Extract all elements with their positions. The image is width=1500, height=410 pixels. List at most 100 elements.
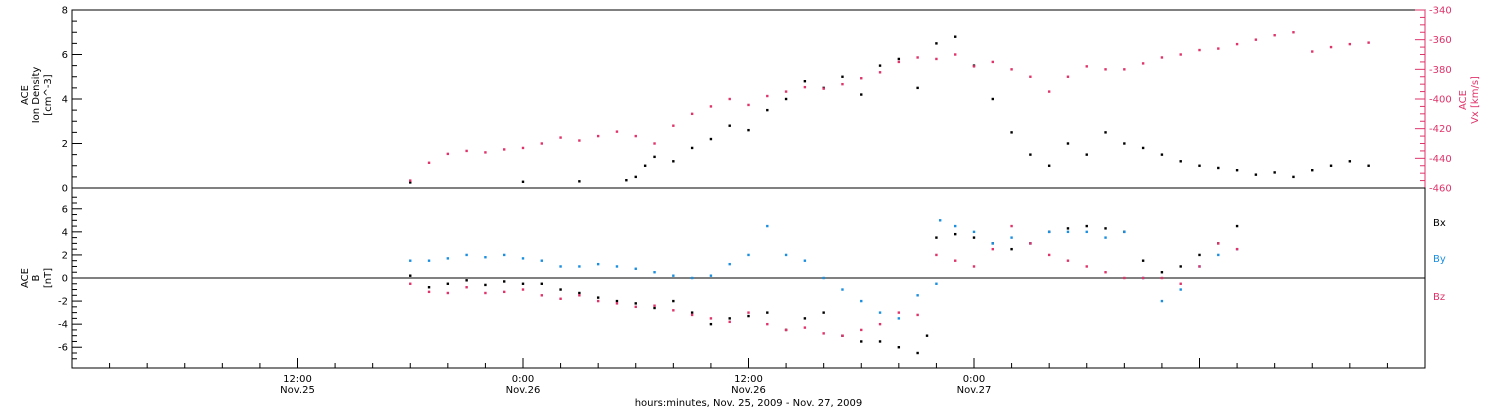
bx-point: [1066, 227, 1070, 230]
density-point: [1047, 164, 1051, 167]
density-point: [709, 137, 713, 141]
density-axis-label-0: ACE: [20, 85, 31, 105]
by-point: [803, 259, 807, 262]
bz-point: [747, 311, 750, 314]
by-point: [1010, 236, 1013, 239]
by-point: [709, 274, 713, 277]
density-point: [954, 35, 957, 38]
bz-point: [954, 259, 957, 262]
vx-point: [578, 139, 581, 142]
density-tick-label: 8: [62, 6, 68, 17]
by-point: [916, 294, 919, 297]
density-point: [625, 179, 628, 182]
vx-point: [784, 90, 788, 93]
legend-bz: Bz: [1433, 292, 1445, 303]
vx-point: [1273, 34, 1276, 37]
b-tick-label: 0: [62, 274, 68, 285]
bz-point: [446, 291, 450, 295]
by-point: [427, 259, 431, 262]
vx-point: [503, 148, 506, 151]
density-point: [1273, 171, 1276, 174]
bz-point: [1235, 247, 1239, 251]
density-point: [1179, 160, 1182, 163]
by-point: [935, 282, 938, 285]
b-tick-label: -2: [58, 297, 68, 308]
density-point: [409, 181, 412, 184]
by-point: [446, 257, 450, 260]
bz-point: [1160, 276, 1164, 280]
bx-point: [1104, 227, 1107, 230]
by-point: [1066, 230, 1070, 234]
vx-point: [653, 142, 656, 145]
bz-point: [540, 294, 543, 297]
density-tick-label: 0: [62, 184, 68, 195]
bz-point: [1179, 282, 1182, 285]
vx-point: [1160, 56, 1164, 59]
by-point: [878, 311, 882, 314]
vx-point: [1348, 42, 1352, 46]
bx-point: [690, 311, 694, 314]
density-axis-ticks: 0 2 4 6 8: [62, 6, 82, 195]
vx-point: [409, 179, 412, 182]
vx-axis-label-0: ACE: [1458, 90, 1469, 110]
bx-point: [427, 286, 431, 289]
b-tick-label: -4: [58, 320, 68, 331]
by-point: [747, 253, 750, 257]
date-tick-label: Nov.26: [506, 385, 541, 396]
by-point: [972, 230, 976, 234]
bx-point: [860, 340, 863, 343]
vx-point: [521, 146, 525, 150]
vx-tick-label: -360: [1429, 35, 1452, 46]
vx-tick-label: -340: [1429, 6, 1452, 17]
density-point: [860, 93, 863, 96]
vx-point: [766, 94, 769, 98]
vx-point: [1217, 47, 1220, 50]
vx-point: [1047, 90, 1051, 93]
bx-point: [935, 236, 938, 239]
time-tick-label: 0:00: [963, 374, 985, 385]
by-point: [634, 267, 637, 270]
vx-point: [1010, 68, 1013, 71]
density-point: [935, 42, 938, 45]
time-tick-label: 0:00: [512, 374, 534, 385]
density-point: [1123, 142, 1126, 145]
bz-point: [559, 297, 562, 300]
density-point: [803, 80, 807, 83]
vx-point: [1179, 53, 1182, 56]
vx-point: [1066, 75, 1070, 78]
bz-point: [1047, 253, 1051, 257]
b-axis-label-1: B: [31, 274, 42, 281]
by-point: [822, 276, 825, 280]
by-point: [938, 219, 942, 222]
density-point: [634, 175, 637, 179]
bz-point: [897, 311, 901, 314]
bx-point: [747, 314, 750, 318]
by-point: [559, 265, 562, 268]
density-point: [1254, 173, 1258, 176]
bz-point: [409, 282, 412, 285]
by-point: [991, 242, 994, 245]
by-point: [1160, 299, 1164, 303]
by-point: [1123, 230, 1126, 234]
by-point: [578, 265, 581, 268]
vx-point: [446, 152, 450, 156]
vx-point: [1329, 45, 1333, 49]
bx-point: [925, 334, 929, 337]
density-point: [1066, 142, 1070, 145]
bz-point: [991, 247, 994, 251]
bz-point: [822, 332, 825, 335]
by-point: [1179, 288, 1182, 291]
b-tick-label: 4: [62, 227, 68, 238]
legend-bx: Bx: [1433, 218, 1446, 229]
bx-point: [878, 340, 882, 343]
b-tick-label: 6: [62, 204, 68, 215]
bx-point: [596, 296, 600, 299]
x-axis-label: hours:minutes, Nov. 25, 2009 - Nov. 27, …: [635, 398, 863, 409]
density-tick-label: 4: [62, 95, 68, 106]
density-point: [1141, 146, 1145, 150]
bz-point: [1141, 276, 1145, 280]
density-point: [1085, 153, 1088, 156]
top-panel-frame: [71, 9, 1426, 189]
